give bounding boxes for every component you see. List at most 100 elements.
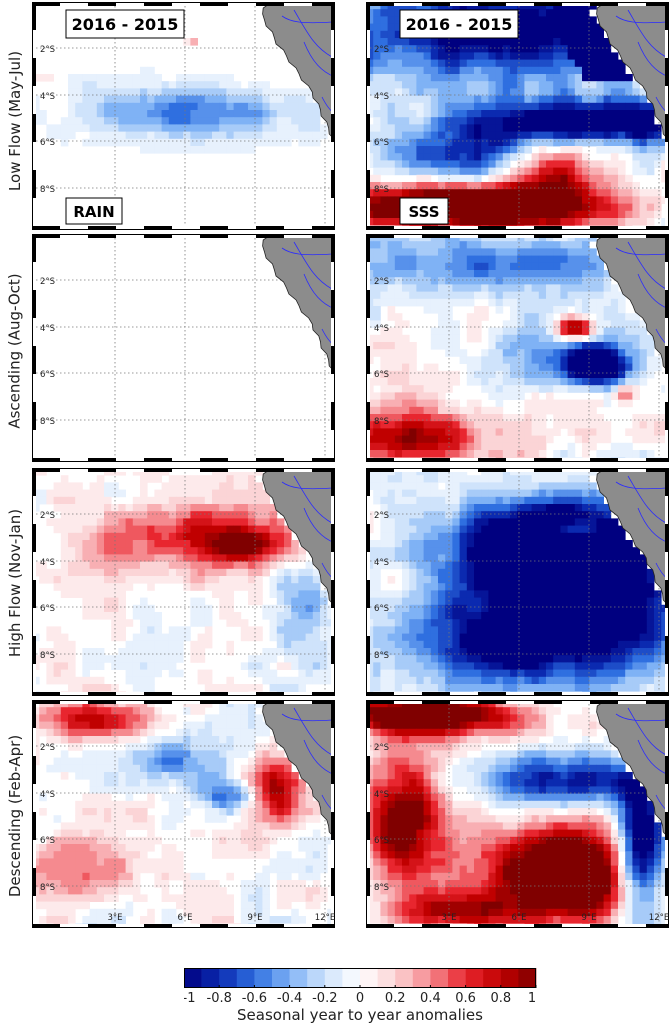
lat-tick-labels: 2°S 4°S 6°S 8°S <box>374 45 389 195</box>
lat-tick-label: 2°S <box>40 277 55 287</box>
rivers <box>281 241 335 347</box>
anomaly-field <box>366 468 669 696</box>
sss-label: SSS <box>399 197 449 225</box>
map-frame <box>366 234 669 462</box>
colorbar-step <box>465 968 484 988</box>
map-frame <box>32 2 335 230</box>
land-mass <box>262 234 335 374</box>
lon-tick-label: 9°E <box>581 913 596 923</box>
anomaly-field <box>32 38 328 154</box>
colorbar-tick-label: -0.4 <box>277 991 302 1004</box>
lat-tick-label: 8°S <box>40 185 55 195</box>
lat-tick-label: 8°S <box>374 417 389 427</box>
rain-label: RAIN <box>65 197 123 225</box>
lat-tick-label: 8°S <box>40 651 55 661</box>
years-label: 2016 - 2015 <box>399 9 519 39</box>
colorbar-step <box>360 968 378 988</box>
colorbar-tick-label: 0.6 <box>455 991 476 1004</box>
lat-tick-label: 6°S <box>374 604 389 614</box>
map-frame <box>32 468 335 696</box>
colorbar-tick-label: -0.8 <box>207 991 232 1004</box>
row-label-low-flow: Low Flow (May-Jul) <box>6 50 24 191</box>
colorbar-tick-label: -0.2 <box>312 991 337 1004</box>
lon-tick-label: 12°E <box>649 913 669 923</box>
land-mass <box>262 700 335 840</box>
map-frame <box>366 2 669 230</box>
colorbar-tick-label: 0.4 <box>420 991 441 1004</box>
lat-tick-labels: 2°S 4°S 6°S 8°S <box>40 277 55 427</box>
lon-tick-label: 6°E <box>511 913 526 923</box>
lat-tick-label: 2°S <box>374 511 389 521</box>
lat-tick-labels: 2°S 4°S 6°S 8°S <box>374 277 389 427</box>
colorbar-tick-label: -1 <box>184 991 195 1004</box>
colorbar-step <box>272 968 290 988</box>
lat-tick-label: 2°S <box>40 45 55 55</box>
lon-tick-label: 6°E <box>177 913 192 923</box>
svg-text:2016 - 2015: 2016 - 2015 <box>406 15 513 34</box>
colorbar-step <box>201 968 220 988</box>
lat-tick-label: 4°S <box>40 92 55 102</box>
lat-tick-label: 4°S <box>40 790 55 800</box>
colorbar-step <box>324 968 343 988</box>
lat-tick-label: 6°S <box>40 370 55 380</box>
map-frame <box>32 234 335 462</box>
rain-map-high-flow: 2°S 4°S 6°S 8°S <box>32 468 335 696</box>
lat-tick-labels: 2°S 4°S 6°S 8°S <box>40 45 55 195</box>
lat-tick-label: 6°S <box>374 370 389 380</box>
lat-tick-label: 8°S <box>40 883 55 893</box>
rain-map-descending: 2°S 4°S 6°S 8°S 3°E 6°E 9°E 12°E <box>32 700 335 928</box>
colorbar-step <box>342 968 361 988</box>
anomaly-field <box>366 700 669 928</box>
land-mass <box>596 468 669 608</box>
map-frame <box>366 468 669 696</box>
lon-tick-label: 3°E <box>441 913 456 923</box>
anomaly-field <box>366 234 669 462</box>
lat-tick-label: 4°S <box>374 790 389 800</box>
years-label: 2016 - 2015 <box>65 9 185 39</box>
colorbar-step <box>219 968 238 988</box>
colorbar-step <box>500 968 519 988</box>
colorbar-step <box>377 968 396 988</box>
lat-tick-label: 2°S <box>40 743 55 753</box>
colorbar-step <box>184 968 202 988</box>
sss-map-low-flow: 2°S 4°S 6°S 8°S 2016 - 2015 SSS <box>366 2 669 230</box>
lat-tick-label: 8°S <box>374 185 389 195</box>
colorbar-tick-label: 0.2 <box>385 991 406 1004</box>
colorbar-step <box>448 968 466 988</box>
colorbar-step <box>289 968 308 988</box>
lat-tick-labels: 2°S 4°S 6°S 8°S <box>374 511 389 661</box>
colorbar-step <box>395 968 414 988</box>
colorbar-step <box>412 968 431 988</box>
colorbar-tick-label: 0 <box>356 991 364 1004</box>
lat-tick-label: 4°S <box>374 558 389 568</box>
lat-tick-labels: 2°S 4°S 6°S 8°S <box>40 511 55 661</box>
lat-tick-label: 2°S <box>40 511 55 521</box>
lat-tick-label: 4°S <box>374 92 389 102</box>
rain-map-ascending: 2°S 4°S 6°S 8°S <box>32 234 335 462</box>
lat-tick-label: 6°S <box>374 138 389 148</box>
land-mass <box>596 700 669 840</box>
lat-tick-label: 4°S <box>374 324 389 334</box>
sss-map-high-flow: 2°S 4°S 6°S 8°S <box>366 468 669 696</box>
colorbar: -1 -0.8 -0.6 -0.4 -0.2 0 0.2 0.4 0.6 0.8 1 <box>183 968 556 1008</box>
svg-text:2016 - 2015: 2016 - 2015 <box>72 15 179 34</box>
lat-tick-label: 2°S <box>374 277 389 287</box>
svg-text:SSS: SSS <box>408 203 439 221</box>
lat-tick-label: 8°S <box>374 651 389 661</box>
lat-tick-label: 6°S <box>40 138 55 148</box>
map-frame <box>32 700 335 928</box>
rain-map-low-flow: 2°S 4°S 6°S 8°S 2016 - 2015 RAIN <box>32 2 335 230</box>
lat-tick-label: 2°S <box>374 45 389 55</box>
lat-tick-label: 8°S <box>374 883 389 893</box>
colorbar-tick-label: 1 <box>528 991 536 1004</box>
lat-tick-label: 4°S <box>40 324 55 334</box>
map-frame <box>366 700 669 928</box>
lat-tick-label: 4°S <box>40 558 55 568</box>
land-mass <box>596 2 669 142</box>
lat-tick-label: 2°S <box>374 743 389 753</box>
colorbar-title: Seasonal year to year anomalies <box>237 1006 483 1024</box>
colorbar-step <box>307 968 326 988</box>
anomaly-field <box>366 2 669 230</box>
colorbar-tick-label: 0.8 <box>490 991 511 1004</box>
lon-tick-labels: 3°E 6°E 9°E 12°E <box>441 913 669 923</box>
